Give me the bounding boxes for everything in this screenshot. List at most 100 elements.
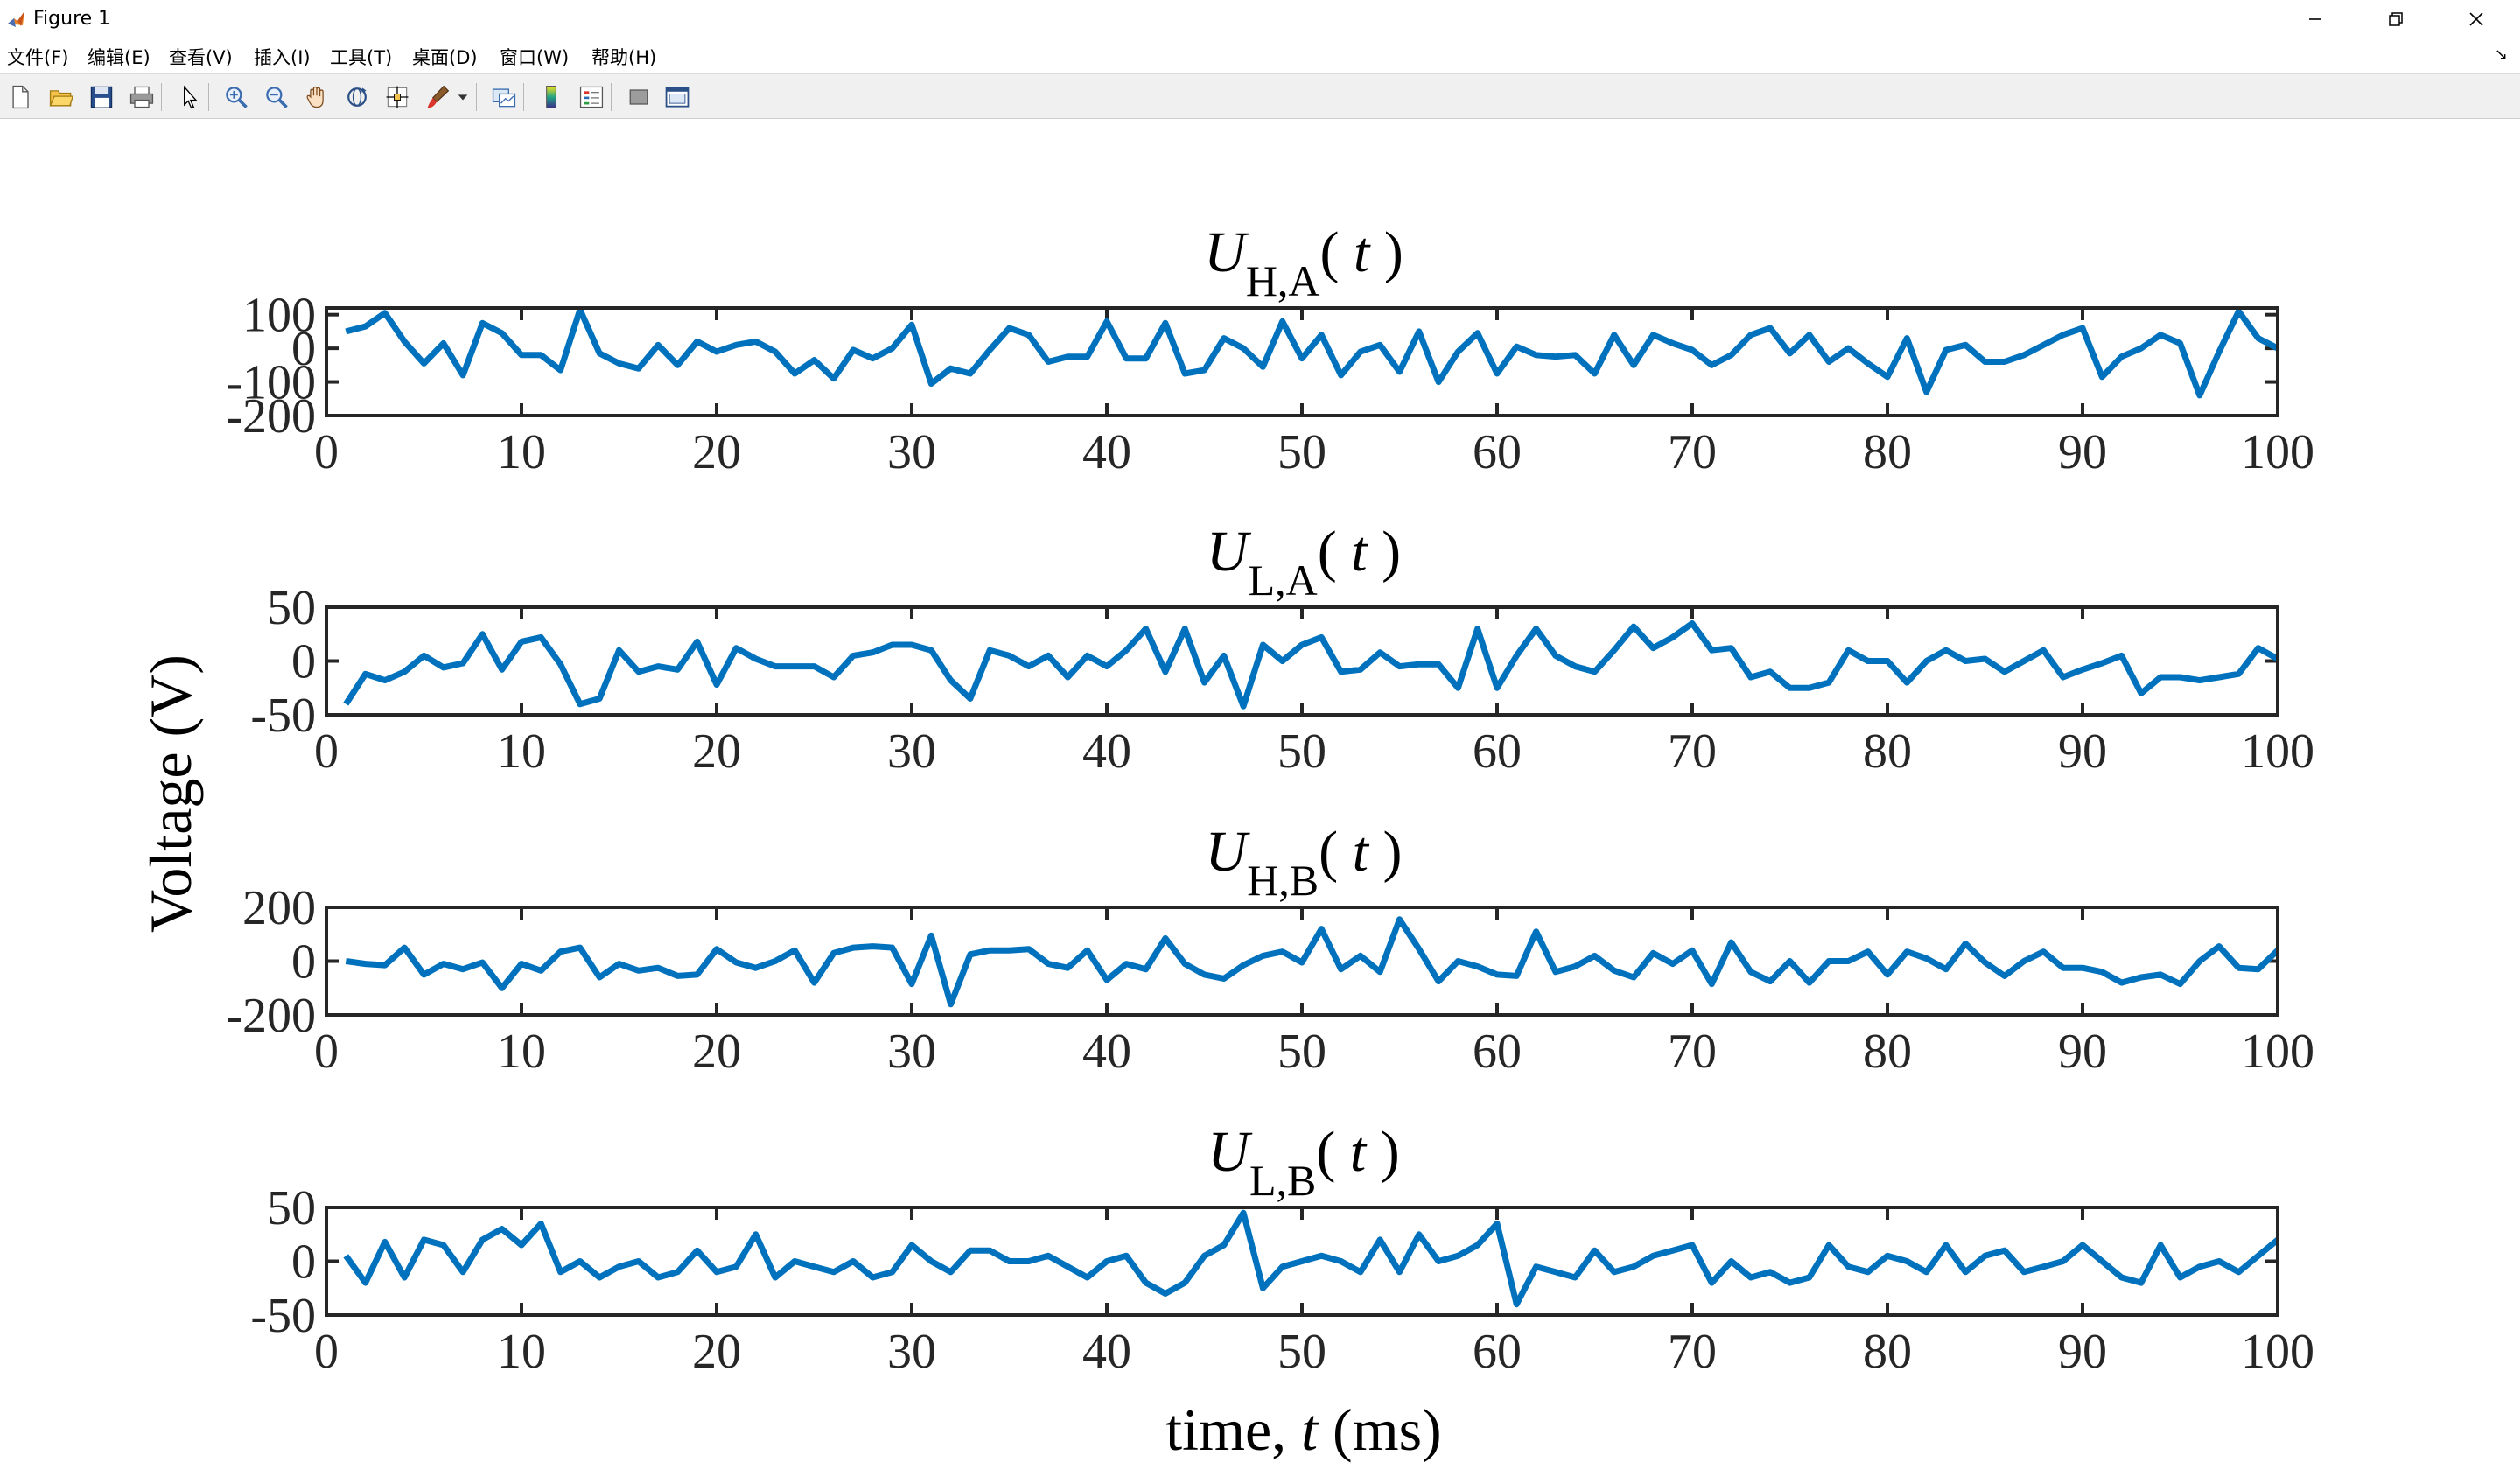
zoom-out-button[interactable] (261, 81, 292, 113)
data-cursor-button[interactable] (382, 81, 413, 113)
colorbar-button[interactable] (536, 81, 567, 113)
subplot-title: UL,A( t ) (1207, 520, 1401, 605)
x-tick-label: 50 (1278, 1025, 1326, 1079)
axes-box (325, 306, 2279, 417)
x-tick-label: 20 (692, 724, 741, 779)
pointer-icon (184, 85, 198, 109)
x-tick-label: 30 (887, 724, 936, 779)
menu-insert[interactable]: 插入(I) (254, 47, 311, 68)
menu-edit[interactable]: 编辑(E) (88, 47, 150, 68)
x-tick-label: 50 (1278, 724, 1326, 779)
x-tick-label: 100 (2241, 425, 2314, 479)
toolbar-separator (523, 83, 524, 111)
title-bar: Figure 1 (0, 0, 2520, 38)
x-tick-label: 60 (1473, 425, 1522, 479)
brush-icon (427, 85, 450, 108)
x-tick-label: 80 (1863, 1025, 1912, 1079)
menu-file[interactable]: 文件(F) (7, 47, 69, 68)
x-tick-label: 50 (1278, 425, 1326, 479)
minimize-button[interactable] (2275, 0, 2356, 38)
menu-help[interactable]: 帮助(H) (592, 47, 657, 68)
x-tick-label: 10 (497, 1325, 546, 1379)
subplot-area: UH,A( t ) 0 10 20 30 40 50 60 70 80 90 100 100 0 -100-… (0, 120, 2520, 1483)
matlab-app-icon (6, 9, 27, 30)
x-tick-label: 40 (1082, 724, 1131, 779)
title-main: U (1207, 520, 1252, 584)
brush-dropdown-button[interactable] (455, 81, 471, 113)
toolbar-separator (208, 83, 209, 111)
x-tick-label: 40 (1082, 425, 1131, 479)
chart-svg: UH,A( t )0 10 20 30 40 50 60 70 80 90 1001000-100-… (137, 220, 2314, 1463)
open-folder-icon (49, 90, 74, 107)
x-tick-label: 70 (1668, 724, 1717, 779)
open-folder-button[interactable] (46, 81, 77, 113)
x-tick-label: 60 (1473, 1025, 1522, 1079)
x-tick-label: 10 (497, 425, 546, 479)
menu-bar: 文件(F) 编辑(E) 查看(V) 插入(I) 工具(T) 桌面(D) 窗口(W… (0, 38, 2520, 73)
print-icon (130, 86, 154, 108)
y-tick-label: 0 (291, 1235, 316, 1290)
series-line (343, 620, 2278, 710)
zoom-in-button[interactable] (220, 81, 252, 113)
brush-button[interactable] (422, 81, 453, 113)
y-axis-label: Voltage (V) (137, 654, 204, 933)
y-tick-label: 0 (291, 935, 316, 990)
subplot-title: UH,A( t ) (1204, 220, 1404, 305)
menu-tools[interactable]: 工具(T) (330, 47, 393, 68)
x-tick-label: 10 (497, 1025, 546, 1079)
link-plot-button[interactable] (488, 81, 520, 113)
save-button[interactable] (86, 81, 117, 113)
y-tick-label: -200 (226, 389, 316, 444)
y-tick-label: 0 (291, 635, 316, 689)
x-tick-label: 40 (1082, 1025, 1131, 1079)
title-main: U (1208, 1120, 1253, 1184)
x-tick-label: 20 (692, 1025, 741, 1079)
subplot-title: UH,B( t ) (1206, 820, 1403, 905)
x-tick-label: 80 (1863, 425, 1912, 479)
toolbar-separator (476, 83, 477, 111)
menu-desktop[interactable]: 桌面(D) (412, 47, 478, 68)
series-line (345, 916, 2278, 1008)
rotate-3d-button[interactable] (341, 81, 373, 113)
axes-box (325, 605, 2279, 717)
legend-button[interactable] (576, 81, 607, 113)
restore-button[interactable] (2356, 0, 2436, 38)
title-subscript: H,B (1247, 856, 1319, 905)
x-tick-label: 50 (1278, 1325, 1326, 1379)
window-title: Figure 1 (33, 8, 111, 30)
x-tick-label: 70 (1668, 1025, 1717, 1079)
title-argument: ( t ) (1318, 520, 1401, 584)
x-tick-label: 100 (2241, 1325, 2314, 1379)
title-main: U (1204, 220, 1250, 284)
x-tick-label: 20 (692, 1325, 741, 1379)
print-button[interactable] (126, 81, 158, 113)
subplot-1: UH,A( t )0 10 20 30 40 50 60 70 80 90 1001000-100-… (226, 220, 2314, 479)
menu-window[interactable]: 窗口(W) (500, 47, 570, 68)
y-tick-label: 200 (242, 881, 316, 935)
hide-plot-tools-button[interactable] (623, 81, 654, 113)
toolbar-separator (611, 83, 612, 111)
figure-canvas: UH,A( t ) 0 10 20 30 40 50 60 70 80 90 100 100 0 -100-… (0, 120, 2520, 1480)
y-tick-label: -200 (226, 989, 316, 1043)
show-plot-tools-button[interactable] (662, 81, 693, 113)
menu-view[interactable]: 查看(V) (169, 47, 233, 68)
pointer-button[interactable] (173, 81, 205, 113)
pan-hand-button[interactable] (301, 81, 332, 113)
title-argument: ( t ) (1320, 220, 1404, 284)
new-file-button[interactable] (5, 81, 37, 113)
zoom-out-icon (266, 87, 288, 108)
close-button[interactable] (2436, 0, 2516, 38)
x-tick-label: 70 (1668, 1325, 1717, 1379)
dock-arrow-icon[interactable]: ↘ (2494, 45, 2508, 64)
legend-icon (579, 86, 604, 108)
series-line (345, 308, 2278, 399)
y-tick-label: 50 (267, 581, 316, 635)
x-axis-label: time, t (ms) (1166, 1396, 1441, 1463)
x-tick-label: 80 (1863, 1325, 1912, 1379)
brush-dropdown-icon (458, 94, 468, 101)
new-file-icon (12, 85, 29, 109)
toolbar-separator (161, 83, 162, 111)
